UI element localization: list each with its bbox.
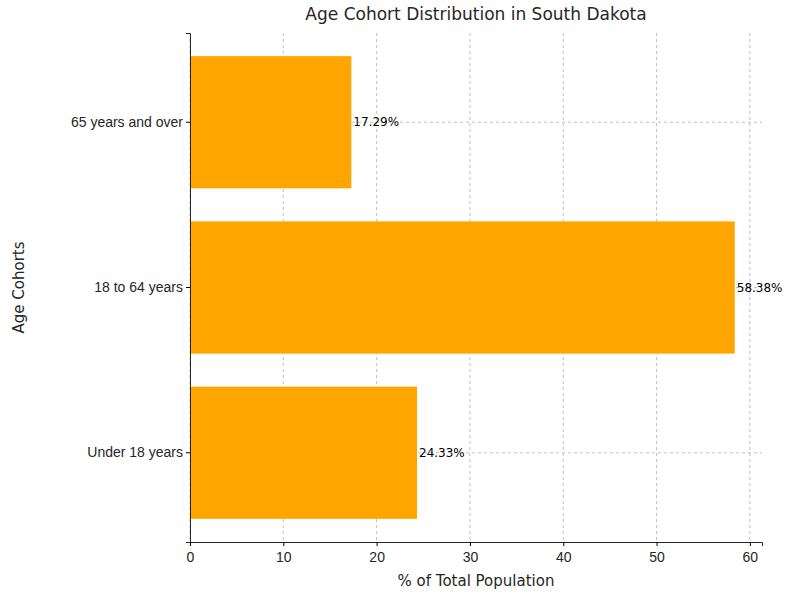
y-tick: Under 18 years: [87, 444, 190, 460]
tick-mark: [657, 542, 658, 546]
chart: 24.33% 58.38% 17.29% 0 10 20 30 40 50 60 Under 18 …: [0, 0, 800, 596]
tick-mark: [563, 542, 564, 546]
tick-label: Under 18 years: [87, 444, 183, 460]
bar: [190, 56, 351, 188]
data-labels: 24.33% 58.38% 17.29%: [353, 115, 782, 460]
title: Age Cohort Distribution in South Dakota: [305, 4, 646, 24]
x-axis: 0 10 20 30 40 50 60: [187, 542, 763, 565]
x-tick: 60: [743, 542, 759, 565]
x-tick: 10: [276, 542, 292, 565]
x-tick: 40: [556, 542, 572, 565]
tick-mark: [283, 542, 284, 546]
y-axis: Under 18 years 18 to 64 years 65 years and…: [71, 34, 191, 543]
tick-mark: [186, 122, 190, 123]
x-tick: 50: [649, 542, 665, 565]
tick-label: 0: [187, 549, 195, 565]
bar: [190, 387, 417, 519]
data-label: 58.38%: [737, 281, 783, 295]
y-axis-label: Age Cohorts: [10, 241, 28, 333]
tick-label: 30: [463, 549, 479, 565]
data-label: 24.33%: [419, 446, 465, 460]
x-axis-label: % of Total Population: [398, 572, 555, 590]
bars: [190, 56, 735, 519]
axis-line: [191, 543, 763, 547]
tick-label: 40: [556, 549, 572, 565]
tick-mark: [470, 542, 471, 546]
plot-area: 24.33% 58.38% 17.29% 0 10 20 30 40 50 60 Under 18 …: [71, 33, 783, 565]
data-label: 17.29%: [353, 115, 399, 129]
tick-mark: [750, 542, 751, 546]
tick-label: 20: [369, 549, 385, 565]
tick-label: 65 years and over: [71, 114, 183, 130]
x-tick: 0: [187, 542, 195, 565]
tick-label: 10: [276, 549, 292, 565]
tick-mark: [186, 287, 190, 288]
bar: [190, 221, 735, 353]
tick-label: 60: [743, 549, 759, 565]
axis-line: [186, 34, 191, 543]
tick-label: 50: [649, 549, 665, 565]
x-tick: 30: [463, 542, 479, 565]
grid: [190, 33, 762, 542]
tick-mark: [377, 542, 378, 546]
tick-mark: [186, 452, 190, 453]
y-tick: 65 years and over: [71, 114, 190, 130]
x-tick: 20: [369, 542, 385, 565]
y-tick: 18 to 64 years: [94, 279, 190, 295]
tick-label: 18 to 64 years: [94, 279, 183, 295]
